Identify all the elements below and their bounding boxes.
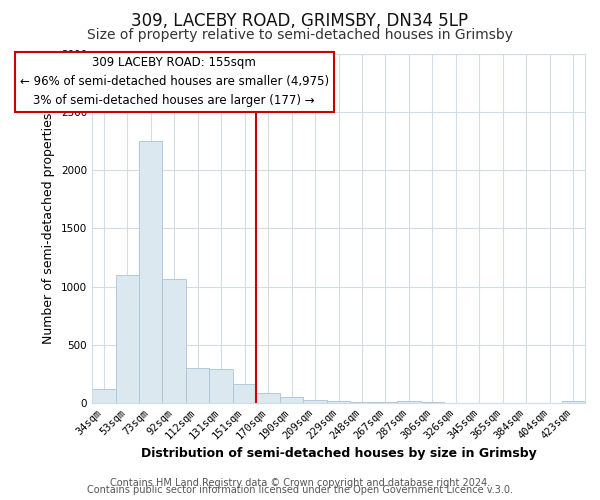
Bar: [374, 402, 397, 403]
Bar: [116, 275, 139, 403]
Bar: [139, 141, 163, 403]
Bar: [350, 402, 374, 403]
Bar: [256, 392, 280, 403]
Y-axis label: Number of semi-detached properties: Number of semi-detached properties: [43, 113, 55, 344]
Bar: [397, 400, 421, 403]
Text: 309 LACEBY ROAD: 155sqm
← 96% of semi-detached houses are smaller (4,975)
3% of : 309 LACEBY ROAD: 155sqm ← 96% of semi-de…: [20, 56, 329, 108]
Bar: [186, 368, 209, 403]
Bar: [562, 400, 585, 403]
Bar: [233, 384, 256, 403]
Bar: [304, 400, 327, 403]
Text: Contains HM Land Registry data © Crown copyright and database right 2024.: Contains HM Land Registry data © Crown c…: [110, 478, 490, 488]
Bar: [209, 370, 233, 403]
Text: Size of property relative to semi-detached houses in Grimsby: Size of property relative to semi-detach…: [87, 28, 513, 42]
Text: 309, LACEBY ROAD, GRIMSBY, DN34 5LP: 309, LACEBY ROAD, GRIMSBY, DN34 5LP: [131, 12, 469, 30]
Bar: [280, 396, 304, 403]
Text: Contains public sector information licensed under the Open Government Licence v.: Contains public sector information licen…: [87, 485, 513, 495]
Bar: [327, 400, 350, 403]
X-axis label: Distribution of semi-detached houses by size in Grimsby: Distribution of semi-detached houses by …: [140, 447, 536, 460]
Bar: [421, 402, 444, 403]
Bar: [163, 278, 186, 403]
Bar: [92, 389, 116, 403]
